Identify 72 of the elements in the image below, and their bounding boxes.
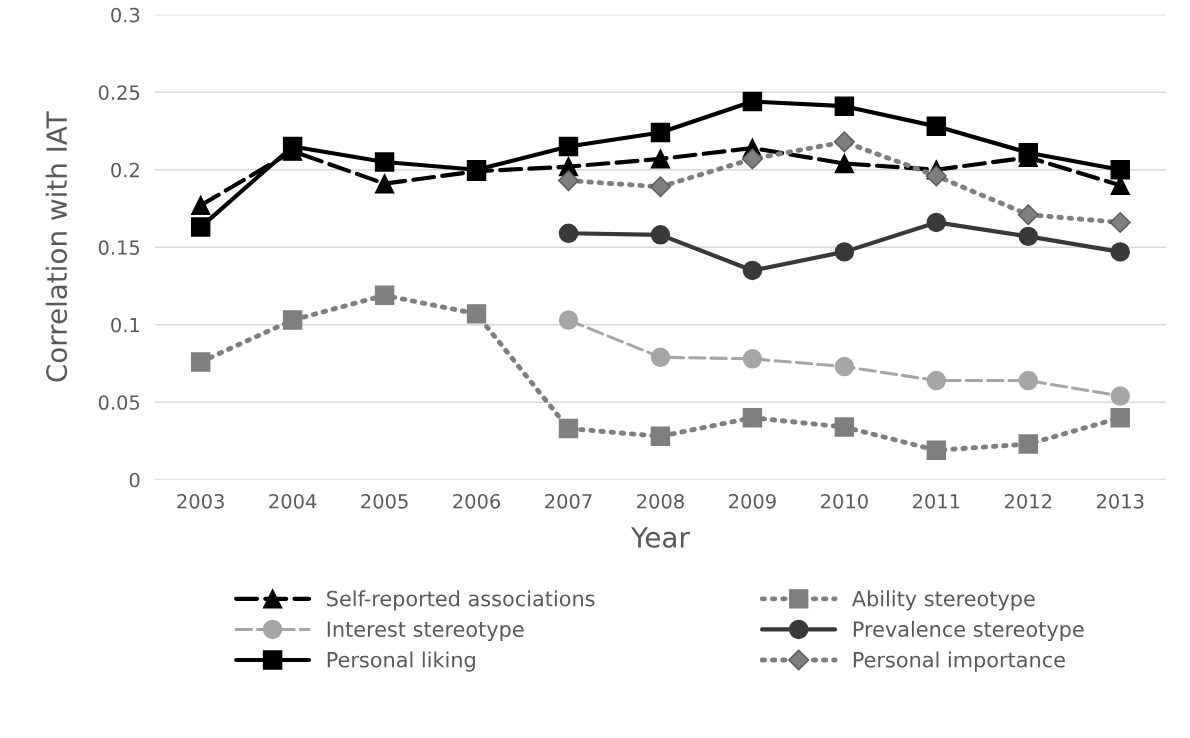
y-tick-label: 0.1 (111, 317, 140, 333)
point (926, 370, 947, 391)
x-tick-label: 2012 (1004, 493, 1052, 509)
point (190, 352, 211, 372)
point (1018, 226, 1038, 247)
point (1110, 407, 1130, 428)
point (466, 304, 487, 324)
point (833, 131, 855, 153)
point (650, 347, 671, 367)
point (742, 407, 763, 428)
point (1018, 370, 1038, 391)
point (558, 418, 579, 439)
point (1109, 211, 1131, 233)
y-tick-label: 0 (129, 472, 140, 488)
point (834, 417, 855, 437)
y-tick-label: 0.15 (98, 240, 140, 255)
y-tick-label: 0.25 (98, 85, 140, 100)
point (742, 349, 763, 369)
point (925, 165, 947, 187)
x-tick-label: 2008 (637, 493, 684, 509)
point (558, 136, 579, 157)
point (190, 195, 211, 216)
point (1018, 434, 1038, 454)
point (649, 176, 671, 198)
point (1110, 160, 1130, 180)
x-tick-label: 2011 (913, 493, 960, 509)
x-tick-label: 2005 (361, 493, 408, 509)
point (834, 242, 855, 262)
point (1110, 242, 1130, 262)
x-tick-label: 2010 (821, 493, 868, 509)
point (650, 426, 671, 447)
y-tick-label: 0.2 (111, 162, 139, 178)
legend-label: Personal liking (327, 651, 475, 672)
point (834, 153, 855, 174)
y-tick-label: 0.3 (111, 7, 140, 23)
point (558, 223, 579, 244)
point (1110, 386, 1130, 406)
legend-label: Interest stereotype (327, 621, 524, 642)
point (926, 212, 947, 233)
x-tick-label: 2006 (453, 493, 501, 509)
x-tick-label: 2013 (1096, 493, 1144, 509)
point (374, 173, 395, 194)
point (282, 136, 303, 157)
point (282, 310, 303, 330)
y-tick-label: 0.05 (98, 395, 140, 410)
legend-label: Ability stereotype (851, 590, 1035, 611)
point (1017, 204, 1039, 226)
x-tick-label: 2007 (545, 493, 592, 509)
point (374, 152, 395, 172)
point (742, 260, 763, 281)
x-axis-title: Year (630, 527, 690, 548)
legend-label: Self-reported associations (327, 590, 595, 611)
point (650, 122, 671, 143)
x-tick-label: 2003 (177, 493, 224, 509)
y-axis-title: Correlation with IAT (45, 111, 68, 382)
point (741, 148, 763, 170)
point (190, 217, 211, 237)
x-tick-label: 2009 (729, 493, 776, 509)
point (558, 310, 579, 330)
point (374, 285, 395, 305)
point (557, 170, 580, 192)
point (1018, 142, 1038, 163)
legend-label: Personal importance (853, 651, 1065, 672)
point (650, 149, 671, 169)
point (834, 356, 855, 377)
point (926, 440, 947, 460)
legend-label: Prevalence stereotype (853, 620, 1084, 642)
point (926, 116, 947, 137)
point (834, 96, 855, 116)
x-tick-label: 2004 (269, 493, 317, 509)
point (650, 225, 671, 245)
point (742, 91, 763, 112)
